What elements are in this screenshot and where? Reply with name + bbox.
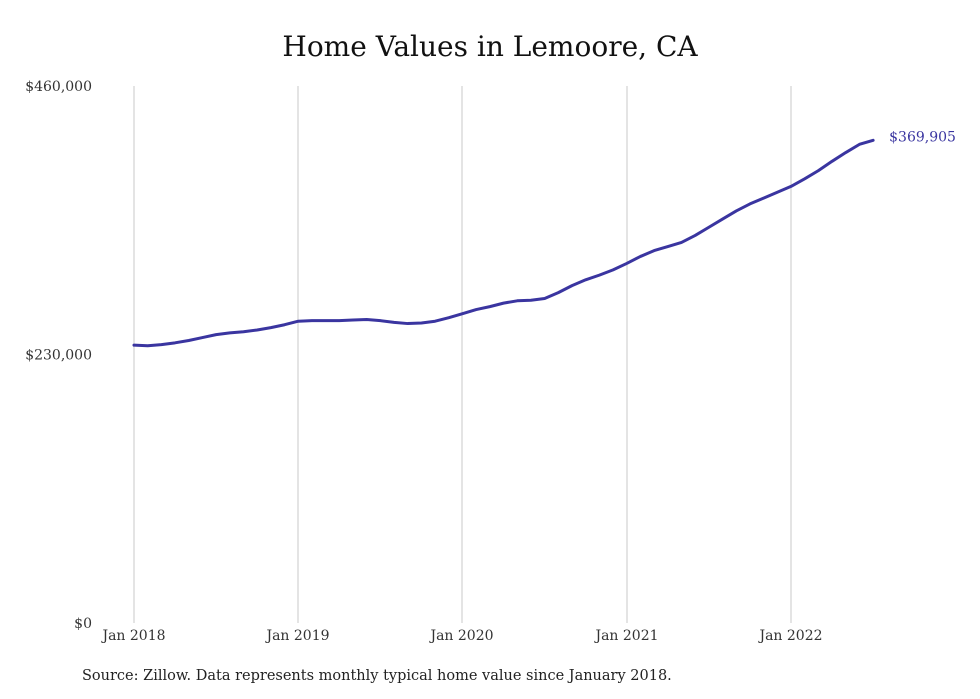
source-note: Source: Zillow. Data represents monthly … (82, 668, 672, 684)
x-tick-label: Jan 2021 (593, 628, 658, 644)
y-axis: $460,000 $230,000 $0 (25, 79, 92, 632)
x-tick-label: Jan 2018 (100, 628, 165, 644)
grid-layer (133, 86, 792, 623)
x-axis: Jan 2018 Jan 2019 Jan 2020 Jan 2021 Jan 2022 (100, 628, 822, 644)
x-tick-label: Jan 2022 (757, 628, 822, 644)
x-tick-label: Jan 2019 (264, 628, 329, 644)
y-tick-label: $460,000 (25, 79, 92, 95)
x-tick-label: Jan 2020 (428, 628, 493, 644)
end-value-label: $369,905 (889, 129, 956, 145)
y-tick-label: $230,000 (25, 348, 92, 364)
y-tick-label: $0 (74, 616, 92, 632)
series-line (132, 138, 875, 348)
chart-title: Home Values in Lemoore, CA (282, 30, 698, 63)
series-layer: $369,905 (132, 129, 956, 348)
